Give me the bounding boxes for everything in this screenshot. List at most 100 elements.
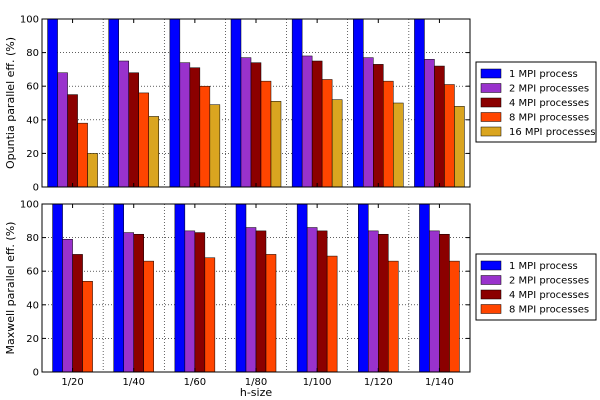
legend: 1 MPI process 2 MPI processes 4 MPI proces… bbox=[475, 61, 597, 143]
bar-2-mpi-processes-1-60 bbox=[179, 62, 191, 188]
bar-2-mpi-processes-1-20 bbox=[57, 72, 68, 188]
y-tick-label: 20 bbox=[26, 334, 39, 345]
x-tick-label: 1/80 bbox=[245, 377, 267, 388]
legend-label: 1 MPI process bbox=[509, 261, 578, 272]
bar-2-mpi-processes-1-140 bbox=[424, 59, 435, 188]
legend-label: 8 MPI processes bbox=[509, 305, 589, 316]
y-axis-label: Maxwell parallel eff. (%) bbox=[4, 222, 17, 355]
legend-label: 1 MPI process bbox=[509, 69, 578, 80]
legend-swatch bbox=[480, 97, 502, 108]
y-tick-label: 60 bbox=[26, 267, 39, 278]
bar-8-mpi-processes-1-80 bbox=[265, 254, 277, 373]
bar-16-mpi-processes-1-20 bbox=[87, 153, 98, 188]
y-tick-label: 80 bbox=[26, 48, 39, 59]
bar-1-mpi-process-1-140 bbox=[419, 203, 430, 373]
bar-4-mpi-processes-1-60 bbox=[194, 232, 206, 373]
bar-8-mpi-processes-1-20 bbox=[77, 122, 88, 188]
bar-4-mpi-processes-1-120 bbox=[373, 64, 384, 188]
bar-4-mpi-processes-1-60 bbox=[189, 67, 201, 188]
bar-2-mpi-processes-1-120 bbox=[363, 57, 374, 188]
y-tick-label: 40 bbox=[26, 115, 39, 126]
bar-8-mpi-processes-1-20 bbox=[82, 281, 93, 373]
bar-16-mpi-processes-1-80 bbox=[270, 101, 282, 188]
bar-2-mpi-processes-1-140 bbox=[429, 230, 440, 373]
bar-8-mpi-processes-1-100 bbox=[326, 255, 338, 373]
bar-4-mpi-processes-1-100 bbox=[311, 60, 323, 188]
bar-2-mpi-processes-1-100 bbox=[306, 227, 318, 373]
bar-8-mpi-processes-1-40 bbox=[138, 92, 149, 188]
legend-label: 4 MPI processes bbox=[509, 98, 589, 109]
bar-2-mpi-processes-1-80 bbox=[245, 227, 257, 373]
bar-8-mpi-processes-1-40 bbox=[143, 260, 154, 373]
bar-1-mpi-process-1-140 bbox=[414, 18, 425, 188]
legend-swatch bbox=[480, 126, 502, 137]
bar-2-mpi-processes-1-120 bbox=[368, 230, 379, 373]
bar-8-mpi-processes-1-120 bbox=[388, 260, 399, 373]
x-tick-label: 1/20 bbox=[61, 377, 83, 388]
legend-swatch bbox=[480, 289, 502, 300]
bar-2-mpi-processes-1-40 bbox=[123, 232, 134, 373]
bar-16-mpi-processes-1-40 bbox=[148, 116, 159, 188]
legend-swatch bbox=[480, 275, 502, 285]
legend: 1 MPI process 2 MPI processes 4 MPI proces… bbox=[475, 253, 597, 321]
bar-2-mpi-processes-1-20 bbox=[62, 239, 73, 373]
y-axis-label: Opuntia parallel eff. (%) bbox=[4, 37, 17, 169]
x-axis-label: h-size bbox=[240, 386, 273, 399]
x-tick-label: 1/40 bbox=[122, 377, 144, 388]
bar-4-mpi-processes-1-20 bbox=[67, 94, 78, 188]
bar-2-mpi-processes-1-40 bbox=[118, 60, 129, 188]
bar-4-mpi-processes-1-40 bbox=[133, 233, 144, 373]
bar-1-mpi-process-1-60 bbox=[169, 18, 181, 188]
bar-16-mpi-processes-1-100 bbox=[331, 99, 343, 188]
y-tick-label: 100 bbox=[20, 15, 39, 26]
legend-label: 2 MPI processes bbox=[509, 276, 589, 287]
x-tick-label: 1/100 bbox=[303, 377, 332, 388]
bar-2-mpi-processes-1-100 bbox=[301, 55, 313, 188]
legend-label: 2 MPI processes bbox=[509, 84, 589, 95]
bar-2-mpi-processes-1-80 bbox=[240, 57, 252, 188]
y-tick-label: 0 bbox=[33, 183, 39, 194]
legend-swatch bbox=[480, 112, 502, 122]
bar-1-mpi-process-1-80 bbox=[230, 18, 242, 188]
bar-8-mpi-processes-1-80 bbox=[260, 80, 272, 188]
y-tick-label: 0 bbox=[33, 368, 39, 379]
bar-8-mpi-processes-1-60 bbox=[204, 257, 216, 373]
bar-4-mpi-processes-1-100 bbox=[316, 230, 328, 373]
bar-4-mpi-processes-1-120 bbox=[378, 233, 389, 373]
legend-swatch bbox=[480, 68, 502, 79]
bar-1-mpi-process-1-40 bbox=[113, 203, 124, 373]
x-tick-label: 1/120 bbox=[364, 377, 393, 388]
x-tick-label: 1/60 bbox=[184, 377, 206, 388]
bar-1-mpi-process-1-60 bbox=[174, 203, 186, 373]
bar-1-mpi-process-1-100 bbox=[291, 18, 303, 188]
legend-swatch bbox=[480, 260, 502, 271]
y-tick-label: 40 bbox=[26, 300, 39, 311]
bar-8-mpi-processes-1-140 bbox=[449, 260, 460, 373]
bar-4-mpi-processes-1-20 bbox=[72, 254, 83, 373]
bar-1-mpi-process-1-20 bbox=[52, 203, 63, 373]
legend-swatch bbox=[480, 83, 502, 93]
bar-8-mpi-processes-1-60 bbox=[199, 85, 211, 188]
legend-label: 8 MPI processes bbox=[509, 113, 589, 124]
bar-1-mpi-process-1-120 bbox=[353, 18, 364, 188]
bar-1-mpi-process-1-120 bbox=[358, 203, 369, 373]
bar-8-mpi-processes-1-140 bbox=[444, 84, 455, 188]
bar-1-mpi-process-1-80 bbox=[235, 203, 247, 373]
bar-2-mpi-processes-1-60 bbox=[184, 230, 196, 373]
legend-swatch bbox=[480, 304, 502, 314]
bar-16-mpi-processes-1-120 bbox=[393, 102, 404, 188]
x-tick-label: 1/140 bbox=[425, 377, 454, 388]
bar-8-mpi-processes-1-120 bbox=[383, 80, 394, 188]
y-tick-label: 100 bbox=[20, 200, 39, 211]
bar-16-mpi-processes-1-140 bbox=[454, 106, 465, 188]
bar-4-mpi-processes-1-140 bbox=[439, 233, 450, 373]
bar-4-mpi-processes-1-80 bbox=[255, 230, 267, 373]
maxwell-panel: 0 20 40 60 80 100 1/20 1/40 1/60 1/80 1/100 1/120 1/… bbox=[4, 200, 597, 399]
legend-label: 4 MPI processes bbox=[509, 290, 589, 301]
bar-4-mpi-processes-1-40 bbox=[128, 72, 139, 188]
bar-4-mpi-processes-1-140 bbox=[434, 65, 445, 188]
y-tick-label: 20 bbox=[26, 149, 39, 160]
bar-4-mpi-processes-1-80 bbox=[250, 62, 262, 188]
